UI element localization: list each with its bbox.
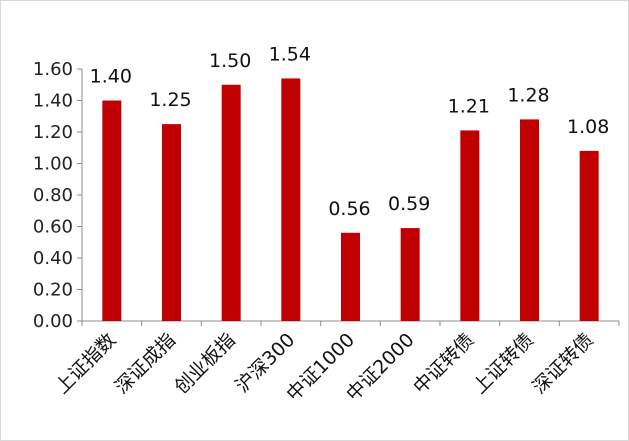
bar: [460, 130, 480, 321]
data-label: 1.28: [507, 84, 549, 106]
y-tick-label: 0.00: [33, 311, 73, 332]
data-label: 1.50: [209, 50, 251, 72]
category-label: 深证转债: [528, 329, 597, 398]
data-label: 1.40: [90, 66, 132, 88]
category-label: 深证成指: [111, 329, 180, 398]
y-tick-label: 0.80: [33, 185, 73, 206]
y-tick-label: 1.00: [33, 154, 73, 175]
y-tick-label: 1.40: [33, 91, 73, 112]
bar: [221, 84, 241, 321]
category-label: 上证指数: [51, 329, 120, 398]
bar: [281, 78, 301, 321]
category-label: 上证转债: [469, 329, 538, 398]
bar: [162, 124, 181, 321]
data-label: 1.21: [448, 95, 490, 117]
category-label: 中证转债: [409, 329, 478, 398]
data-label: 0.59: [388, 193, 430, 215]
data-label: 1.08: [567, 116, 609, 138]
y-tick-label: 0.40: [33, 248, 73, 269]
data-label: 1.25: [149, 89, 191, 111]
bar: [341, 232, 360, 321]
y-tick-label: 1.60: [33, 59, 73, 80]
y-tick-label: 0.60: [33, 217, 73, 238]
bar: [400, 228, 420, 321]
category-label: 创业板指: [170, 329, 239, 398]
bar: [102, 100, 122, 321]
data-label: 0.56: [328, 198, 370, 220]
y-tick-label: 0.20: [33, 280, 73, 301]
bar: [579, 150, 599, 321]
data-label: 1.54: [269, 43, 311, 65]
bar: [520, 119, 539, 322]
y-tick-label: 1.20: [33, 122, 73, 143]
